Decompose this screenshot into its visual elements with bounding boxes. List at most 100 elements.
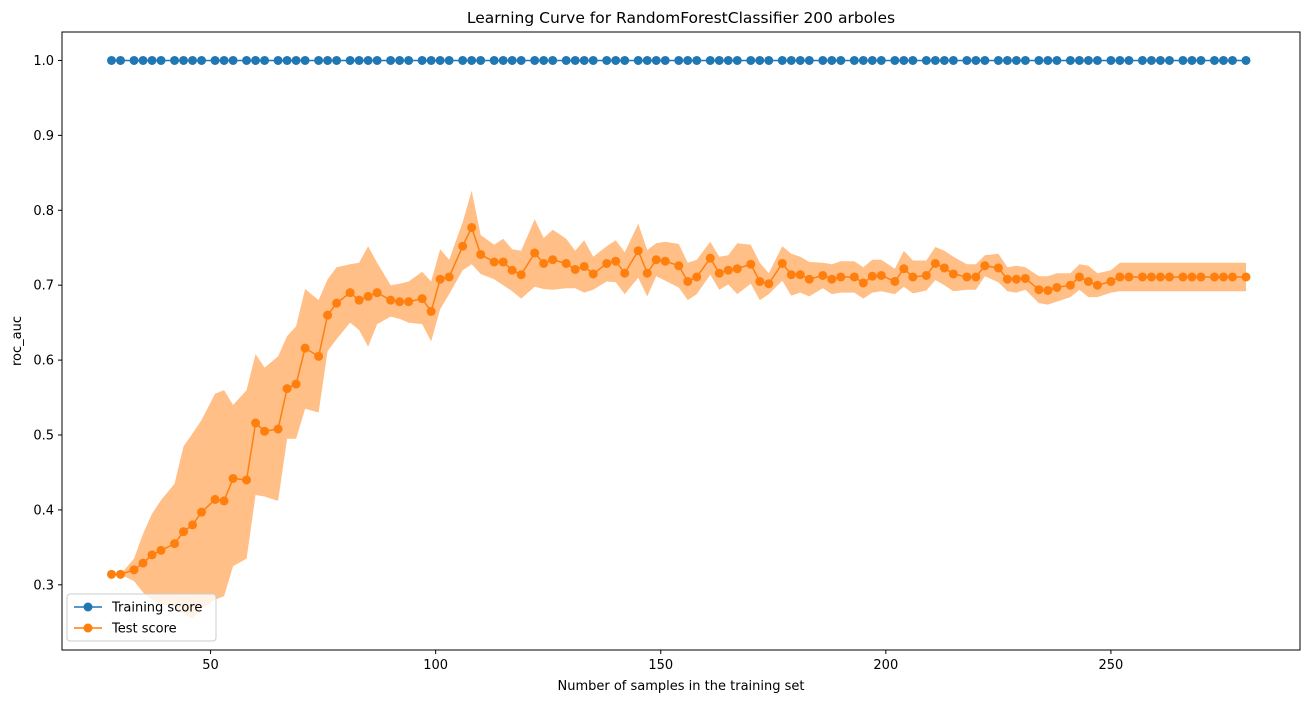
training-score-point — [548, 55, 558, 65]
test-score-point — [1146, 272, 1156, 282]
training-score-point — [867, 55, 877, 65]
training-score-point — [444, 55, 454, 65]
training-score-point — [890, 55, 900, 65]
training-score-point — [1146, 55, 1156, 65]
training-score-point — [107, 55, 117, 65]
training-score-point — [498, 55, 508, 65]
training-score-point — [633, 55, 643, 65]
test-score-point — [1043, 285, 1053, 295]
training-score-point — [876, 55, 886, 65]
test-score-point — [836, 272, 846, 282]
test-score-point — [777, 258, 787, 268]
test-score-point — [345, 288, 355, 298]
training-score-point — [1034, 55, 1044, 65]
training-score-point — [1124, 55, 1134, 65]
training-score-point — [251, 55, 261, 65]
test-score-point — [705, 253, 715, 263]
training-score-point — [1187, 55, 1197, 65]
training-score-point — [602, 55, 612, 65]
training-score-point — [786, 55, 796, 65]
test-score-point — [116, 569, 126, 579]
test-score-point — [1155, 272, 1165, 282]
training-score-point — [1106, 55, 1116, 65]
test-score-point — [188, 520, 198, 530]
x-tick-label: 100 — [423, 658, 448, 673]
training-score-point — [345, 55, 355, 65]
test-score-point — [1196, 272, 1206, 282]
test-score-point — [426, 306, 436, 316]
test-score-point — [795, 270, 805, 280]
training-score-point — [507, 55, 517, 65]
test-score-point — [372, 288, 382, 298]
training-score-point — [1065, 55, 1075, 65]
test-score-point — [516, 270, 526, 280]
test-score-point — [498, 257, 508, 267]
training-score-point — [746, 55, 756, 65]
y-tick-label: 0.6 — [33, 354, 54, 369]
legend-box — [66, 593, 217, 642]
test-score-point — [849, 272, 859, 282]
training-score-point — [1196, 55, 1206, 65]
training-score-point — [683, 55, 693, 65]
x-tick-label: 200 — [873, 658, 898, 673]
training-score-point — [795, 55, 805, 65]
test-score-point — [458, 241, 468, 251]
test-score-point — [404, 297, 414, 307]
training-score-point — [1011, 55, 1021, 65]
training-score-point — [588, 55, 598, 65]
x-tick-label: 250 — [1099, 658, 1124, 673]
training-score-point — [129, 55, 139, 65]
test-score-point — [444, 272, 454, 282]
training-score-point — [219, 55, 229, 65]
legend-test-score-marker — [83, 623, 93, 633]
training-score-point — [1002, 55, 1012, 65]
training-score-point — [1020, 55, 1030, 65]
test-score-point — [354, 295, 364, 305]
training-score-point — [282, 55, 292, 65]
training-score-point — [755, 55, 765, 65]
y-tick-label: 0.4 — [33, 503, 54, 518]
training-score-point — [300, 55, 310, 65]
test-score-point — [588, 269, 598, 279]
test-score-point — [1002, 274, 1012, 284]
test-score-point — [1034, 285, 1044, 295]
training-score-point — [764, 55, 774, 65]
test-score-point — [1083, 276, 1093, 286]
test-score-point — [435, 274, 445, 284]
training-score-point — [1218, 55, 1228, 65]
test-score-point — [980, 261, 990, 271]
training-score-point — [1241, 55, 1251, 65]
training-score-point — [611, 55, 621, 65]
test-score-point — [939, 263, 949, 273]
training-score-point — [260, 55, 270, 65]
training-score-point — [921, 55, 931, 65]
test-score-point — [732, 264, 742, 274]
training-score-point — [273, 55, 283, 65]
training-score-point — [323, 55, 333, 65]
test-score-point — [251, 418, 261, 428]
test-score-point — [714, 268, 724, 278]
test-score-point — [899, 264, 909, 274]
y-tick-label: 0.3 — [33, 578, 54, 593]
y-tick-label: 0.7 — [33, 279, 54, 294]
test-score-point — [867, 271, 877, 281]
training-score-point — [732, 55, 742, 65]
test-score-point — [530, 248, 540, 258]
legend-test-score-label: Test score — [111, 622, 177, 637]
test-score-point — [930, 258, 940, 268]
training-score-point — [570, 55, 580, 65]
training-score-point — [332, 55, 342, 65]
training-score-point — [899, 55, 909, 65]
test-score-point — [804, 274, 814, 284]
chart-title: Learning Curve for RandomForestClassifie… — [467, 9, 895, 27]
training-score-point — [705, 55, 715, 65]
test-score-point — [1020, 273, 1030, 283]
test-score-point — [260, 426, 270, 436]
training-score-point — [849, 55, 859, 65]
training-score-point — [291, 55, 301, 65]
test-score-point — [210, 494, 220, 504]
test-score-point — [417, 294, 427, 304]
test-score-point — [746, 259, 756, 269]
training-score-point — [1137, 55, 1147, 65]
training-score-point — [116, 55, 126, 65]
